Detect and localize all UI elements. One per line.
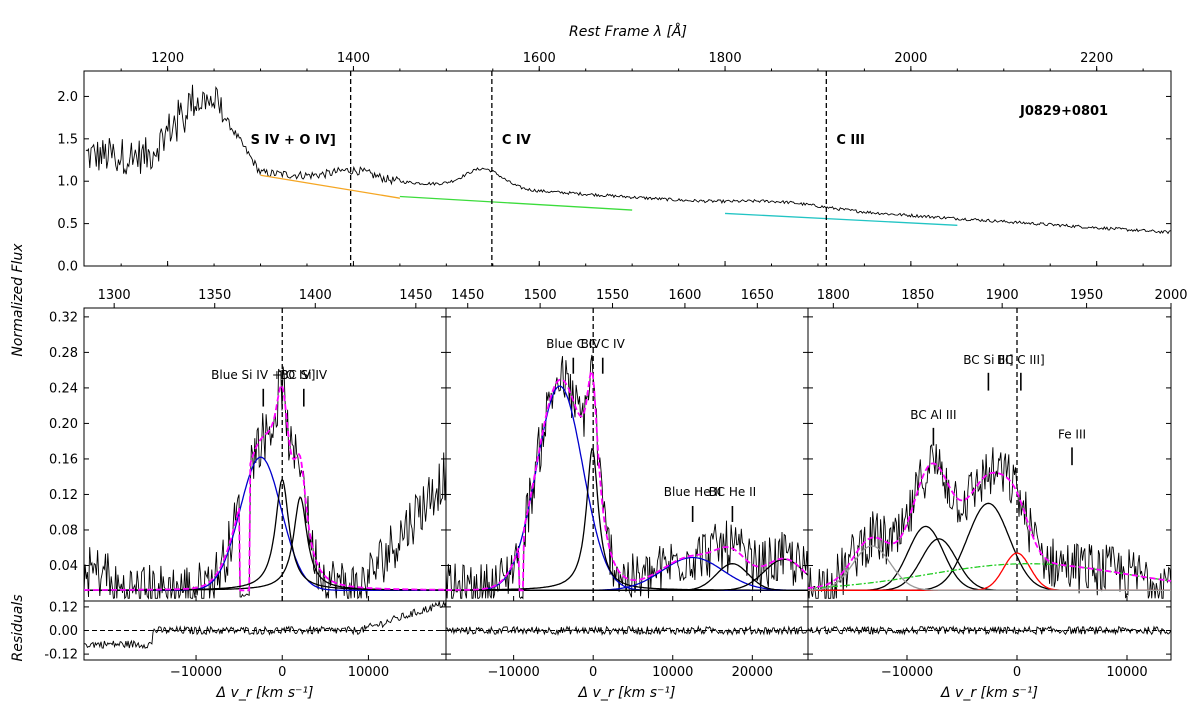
velocity-x-tick-label: −10000 — [488, 665, 540, 680]
object-name: J0829+0801 — [1019, 104, 1108, 119]
velocity-y-tick-label: 0.16 — [49, 452, 78, 467]
fit-component-line — [808, 502, 1171, 591]
line-annotation-label: Blue Si IV + O IV] — [211, 368, 315, 382]
top-spectrum-line — [85, 84, 1171, 235]
top-x-tick-label: 1800 — [709, 51, 742, 66]
line-annotation-label: BC Al III — [910, 408, 956, 422]
line-annotation-label: BC Si IV — [280, 368, 328, 382]
top-panel-frame — [83, 70, 1172, 267]
residual-line — [807, 625, 1172, 636]
fit-component-line — [807, 563, 1172, 589]
line-annotation-label: Fe III — [1058, 428, 1086, 442]
wavelength-tick-label: 1800 — [817, 288, 850, 303]
wavelength-tick-label: 1500 — [524, 288, 557, 303]
top-x-tick-label: 1200 — [151, 51, 184, 66]
wavelength-tick-label: 1400 — [299, 288, 332, 303]
top-x-tick-label: 2000 — [894, 51, 927, 66]
fit-component-line — [446, 558, 809, 591]
residual-y-tick-label: -0.12 — [44, 648, 78, 663]
continuum-segment — [260, 174, 400, 199]
observed-spectrum-line — [807, 444, 1172, 599]
total-model-line — [807, 462, 1172, 589]
wavelength-tick-label: 1650 — [741, 288, 774, 303]
velocity-y-tick-label: 0.28 — [49, 346, 78, 361]
residual-axis-label: Residuals — [10, 594, 26, 661]
residual-line — [445, 624, 809, 636]
total-model-line — [84, 384, 446, 592]
velocity-y-tick-label: 0.04 — [49, 559, 78, 574]
velocity-x-tick-label: 10000 — [652, 665, 693, 680]
top-y-tick-label: 1.0 — [57, 175, 78, 190]
line-annotation-label: BC He II — [709, 485, 757, 499]
line-annotation-label: Blue He II — [664, 485, 722, 499]
continuum-segment — [399, 195, 633, 211]
velocity-x-tick-label: 0 — [278, 665, 286, 680]
continuum-segment — [725, 212, 958, 226]
velocity-y-tick-label: 0.24 — [49, 381, 78, 396]
line-marker-label: S IV + O IV] — [251, 133, 336, 148]
wavelength-tick-label: 1550 — [596, 288, 629, 303]
line-marker-label: C III — [836, 133, 865, 148]
top-x-tick-label: 1600 — [523, 51, 556, 66]
velocity-x-tick-label: 10000 — [1106, 665, 1147, 680]
line-marker-label: C IV — [502, 133, 531, 148]
y-axis-label: Normalized Flux — [10, 243, 26, 357]
observed-spectrum-line — [83, 366, 447, 600]
velocity-x-label: Δ v_r [km s⁻¹] — [216, 685, 314, 701]
top-axis-label: Rest Frame λ [Å] — [569, 23, 687, 40]
wavelength-tick-label: 1300 — [98, 288, 131, 303]
velocity-x-tick-label: 10000 — [348, 665, 389, 680]
velocity-x-tick-label: 0 — [589, 665, 597, 680]
wavelength-tick-label: 1850 — [901, 288, 934, 303]
line-annotation-label: BC C III] — [997, 353, 1045, 367]
wavelength-tick-label: 2000 — [1154, 288, 1187, 303]
fit-component-line — [446, 447, 808, 591]
wavelength-tick-label: 1950 — [1070, 288, 1103, 303]
fit-component-line — [808, 545, 1171, 591]
velocity-x-label: Δ v_r [km s⁻¹] — [578, 685, 676, 701]
velocity-y-tick-label: 0.12 — [49, 488, 78, 503]
total-model-line — [446, 369, 809, 592]
top-y-tick-label: 0.0 — [57, 260, 78, 275]
line-annotation-label: BC Si III] — [963, 353, 1013, 367]
wavelength-tick-label: 1450 — [399, 288, 432, 303]
wavelength-tick-label: 1600 — [668, 288, 701, 303]
residual-y-tick-label: 0.00 — [49, 624, 78, 639]
top-y-tick-label: 1.5 — [57, 132, 78, 147]
velocity-x-tick-label: −10000 — [170, 665, 222, 680]
velocity-y-tick-label: 0.20 — [49, 417, 78, 432]
top-y-tick-label: 0.5 — [57, 217, 78, 232]
wavelength-tick-label: 1350 — [198, 288, 231, 303]
line-annotation-label: BC C IV — [581, 337, 626, 351]
observed-spectrum-line — [445, 354, 809, 600]
top-x-tick-label: 1400 — [337, 51, 370, 66]
velocity-x-tick-label: 20000 — [732, 665, 773, 680]
wavelength-tick-label: 1900 — [986, 288, 1019, 303]
velocity-y-tick-label: 0.08 — [49, 523, 78, 538]
residual-y-tick-label: 0.12 — [49, 600, 78, 615]
top-x-tick-label: 2200 — [1080, 51, 1113, 66]
velocity-x-tick-label: 0 — [1013, 665, 1021, 680]
wavelength-tick-label: 1450 — [451, 288, 484, 303]
velocity-y-tick-label: 0.32 — [49, 310, 78, 325]
residual-line — [83, 600, 447, 650]
velocity-x-label: Δ v_r [km s⁻¹] — [940, 685, 1038, 701]
line-annotation-label: Blue C IV — [546, 337, 601, 351]
top-y-tick-label: 2.0 — [57, 90, 78, 105]
velocity-x-tick-label: −10000 — [881, 665, 933, 680]
